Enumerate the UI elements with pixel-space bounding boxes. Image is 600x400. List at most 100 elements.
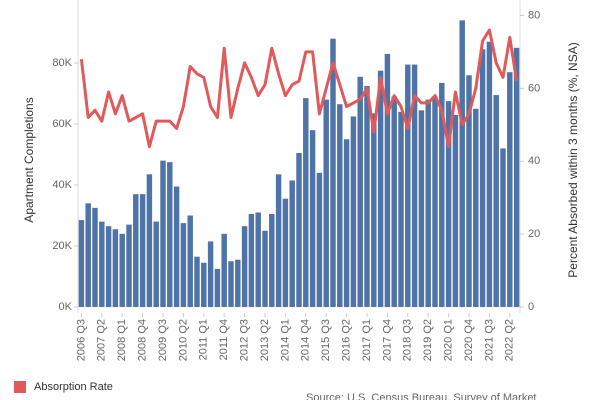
bar xyxy=(282,198,289,307)
bar xyxy=(391,96,397,308)
bar xyxy=(330,38,336,308)
bar xyxy=(296,153,302,307)
bar xyxy=(112,229,119,307)
x-tick-label: 2008 Q4 xyxy=(137,319,149,361)
bar xyxy=(275,174,282,307)
bar xyxy=(167,162,173,307)
bar xyxy=(500,148,506,307)
x-tick-label: 2016 Q2 xyxy=(341,319,353,361)
bar xyxy=(92,207,98,307)
bar xyxy=(343,139,350,307)
bar xyxy=(173,186,180,307)
y2-tick-label: 80 xyxy=(528,9,540,21)
bar xyxy=(350,116,357,307)
y-tick-label: 0K xyxy=(59,301,73,313)
bar xyxy=(85,203,91,307)
x-tick-label: 2013 Q2 xyxy=(259,319,271,361)
bar xyxy=(119,233,125,307)
bar xyxy=(248,213,255,307)
bar xyxy=(207,241,214,307)
bar xyxy=(214,268,221,307)
bar xyxy=(459,20,465,308)
bar xyxy=(187,215,193,307)
x-tick-label: 2022 Q2 xyxy=(504,319,516,361)
x-tick-label: 2020 Q4 xyxy=(463,319,475,361)
source-note: Source: U.S. Census Bureau, Survey of Ma… xyxy=(306,392,537,400)
line xyxy=(79,28,519,149)
bar xyxy=(235,259,241,307)
y2-tick-label: 0 xyxy=(528,301,534,313)
y2-tick-label: 60 xyxy=(528,82,540,94)
x-tick-label: 2017 Q1 xyxy=(361,319,373,361)
x-tick-label: 2014 Q4 xyxy=(300,319,312,361)
x-tick-label: 2017 Q4 xyxy=(381,319,393,361)
bar xyxy=(241,226,248,307)
bar xyxy=(139,194,146,307)
bar xyxy=(371,113,377,307)
y2-tick-label: 20 xyxy=(528,228,540,240)
bar xyxy=(126,224,132,307)
bar xyxy=(418,110,425,308)
bar xyxy=(405,64,411,307)
bar xyxy=(364,85,370,308)
x-tick-label: 2020 Q1 xyxy=(443,319,455,361)
bar xyxy=(439,82,445,307)
bar xyxy=(507,72,513,307)
bar xyxy=(486,41,493,307)
y2-tick-label: 40 xyxy=(528,155,540,167)
y-tick-label: 40K xyxy=(52,179,72,191)
bar xyxy=(493,95,499,307)
bar xyxy=(445,101,452,307)
bar xyxy=(466,75,472,307)
y2-axis-title: Percent Absorbed within 3 months (%, NSA… xyxy=(566,42,580,277)
x-tick-label: 2007 Q2 xyxy=(96,319,108,361)
bar xyxy=(357,76,363,307)
x-tick-label: 2015 Q3 xyxy=(320,319,332,361)
bar xyxy=(262,230,268,307)
x-tick-label: 2009 Q3 xyxy=(157,319,169,361)
bar xyxy=(513,47,520,307)
bar xyxy=(479,49,486,308)
y-tick-label: 20K xyxy=(52,240,72,252)
x-tick-label: 2008 Q1 xyxy=(116,319,128,361)
legend-swatch xyxy=(14,381,26,393)
bar xyxy=(425,99,431,308)
bar xyxy=(228,261,234,307)
bar xyxy=(432,96,438,308)
bar xyxy=(377,70,384,307)
bar xyxy=(452,114,459,307)
bar xyxy=(316,172,323,307)
bar xyxy=(384,53,391,307)
bar xyxy=(160,160,166,307)
x-tick-label: 2010 Q2 xyxy=(177,319,189,361)
bar xyxy=(201,262,207,307)
bar xyxy=(309,130,316,307)
bar xyxy=(153,221,159,307)
x-tick-label: 2014 Q1 xyxy=(279,319,291,361)
bar xyxy=(411,64,418,307)
x-tick-label: 2021 Q3 xyxy=(483,319,495,361)
y-axis-title: Apartment Completions xyxy=(22,97,36,222)
bar xyxy=(99,221,105,307)
bar xyxy=(269,213,275,307)
bar xyxy=(323,99,329,308)
x-tick-label: 2006 Q3 xyxy=(75,319,87,361)
bar xyxy=(473,108,479,307)
y-tick-label: 60K xyxy=(52,118,72,130)
bar xyxy=(337,104,343,307)
bar xyxy=(78,220,85,307)
bar xyxy=(133,194,139,307)
x-tick-label: 2019 Q2 xyxy=(422,319,434,361)
bar xyxy=(146,174,153,307)
bar xyxy=(180,223,187,307)
x-tick-label: 2011 Q4 xyxy=(218,319,230,360)
x-tick-label: 2018 Q3 xyxy=(402,319,414,361)
x-tick-label: 2012 Q3 xyxy=(239,319,251,361)
bar xyxy=(194,256,200,307)
bar xyxy=(289,180,295,307)
bar xyxy=(221,233,227,307)
x-tick-label: 2011 Q1 xyxy=(198,319,210,360)
bar xyxy=(105,226,112,307)
y-tick-label: 80K xyxy=(52,57,72,69)
